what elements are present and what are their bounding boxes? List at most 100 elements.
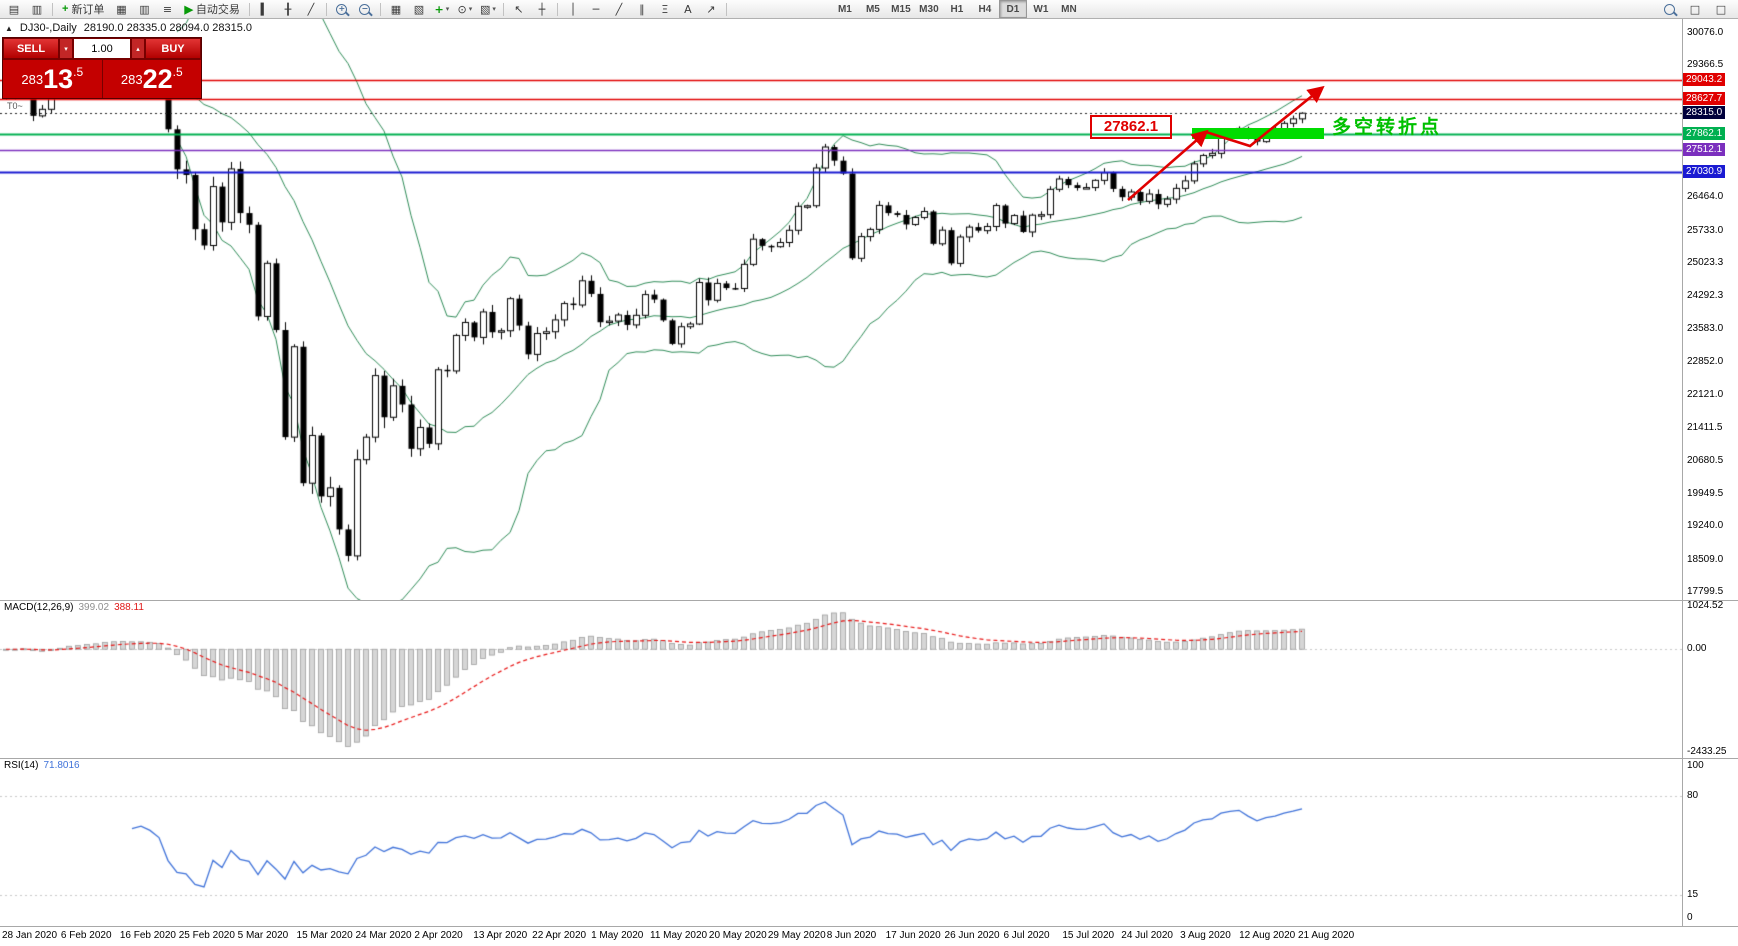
timeframe-w1[interactable]: W1 bbox=[1033, 3, 1049, 15]
rsi-tick: 80 bbox=[1687, 790, 1699, 802]
date-label: 21 Aug 2020 bbox=[1298, 930, 1355, 941]
crosshair-icon[interactable]: ┼ bbox=[538, 2, 546, 16]
cascade-windows-icon[interactable]: ▧ bbox=[413, 2, 425, 16]
turning-point-note[interactable]: 多空转折点 bbox=[1332, 117, 1443, 138]
search-icon[interactable] bbox=[1658, 1, 1680, 18]
price-level-label: 27512.1 bbox=[1683, 142, 1726, 156]
date-label: 15 Mar 2020 bbox=[296, 930, 353, 941]
date-label: 13 Apr 2020 bbox=[473, 930, 528, 941]
buy-price-digits: .5 bbox=[172, 65, 183, 79]
symbol-period-label: DJ30-,Daily bbox=[19, 22, 77, 34]
sell-button[interactable]: SELL bbox=[3, 38, 59, 59]
trendline-icon[interactable]: ╱ bbox=[615, 2, 623, 16]
rsi-tick: 0 bbox=[1687, 912, 1693, 923]
macd-signal-value: 388.11 bbox=[114, 602, 144, 613]
toolbar-separator bbox=[379, 2, 381, 16]
toolbar-separator bbox=[52, 2, 53, 16]
main-chart-canvas[interactable] bbox=[0, 19, 1682, 600]
macd-indicator-canvas[interactable] bbox=[0, 600, 1682, 758]
date-label: 11 May 2020 bbox=[650, 930, 708, 941]
buy-price-digits: 22 bbox=[142, 64, 173, 94]
timeframe-m1[interactable]: M1 bbox=[837, 3, 852, 15]
rsi-tick: 100 bbox=[1687, 760, 1704, 771]
price-tick: 30076.0 bbox=[1687, 27, 1724, 38]
zoom-out-icon[interactable]: − bbox=[354, 1, 376, 18]
timeframe-m15[interactable]: M15 bbox=[891, 3, 911, 15]
data-window-icon[interactable]: ▥ bbox=[139, 2, 150, 16]
templates-button[interactable]: ▧ ▾ bbox=[477, 1, 499, 18]
autotrading-label: 自动交易 bbox=[195, 4, 240, 16]
date-label: 24 Mar 2020 bbox=[355, 930, 412, 941]
autotrading-button[interactable]: ▶ 自动交易 bbox=[179, 1, 244, 18]
candlestick-chart-icon[interactable]: ╂ bbox=[284, 2, 292, 16]
zoom-in-icon[interactable]: + bbox=[331, 1, 353, 18]
chart-header: ▲ DJ30-,Daily 28190.0 28335.0 28094.0 28… bbox=[5, 22, 252, 34]
toolbar-separator bbox=[248, 2, 250, 16]
chevron-down-icon: ▾ bbox=[445, 5, 450, 13]
price-callout-box[interactable]: 27862.1 bbox=[1090, 115, 1172, 139]
line-chart-icon[interactable]: ╱ bbox=[307, 2, 315, 16]
price-tick: 22121.0 bbox=[1687, 389, 1724, 401]
timeframe-group: M1 M5 M15 M30 H1 H4 D1 W1 MN bbox=[831, 0, 1083, 18]
timeframe-mn[interactable]: MN bbox=[1061, 3, 1077, 15]
toolbar-separator bbox=[325, 2, 327, 16]
window-list-icon[interactable]: □ bbox=[1715, 2, 1727, 16]
fibonacci-icon[interactable]: Ξ bbox=[661, 2, 669, 16]
volume-increase-button[interactable]: ▴ bbox=[131, 38, 145, 59]
date-label: 3 Aug 2020 bbox=[1180, 930, 1231, 941]
timeframe-h1[interactable]: H1 bbox=[950, 3, 964, 15]
price-tick: 22852.0 bbox=[1687, 355, 1724, 367]
plus-icon: + bbox=[434, 2, 444, 16]
date-label: 15 Jul 2020 bbox=[1062, 930, 1115, 941]
pane-separator[interactable] bbox=[0, 600, 1738, 601]
price-level-label: 27030.9 bbox=[1683, 164, 1726, 178]
new-chart-icon[interactable]: ▤ bbox=[8, 2, 20, 16]
date-label: 25 Feb 2020 bbox=[178, 930, 235, 941]
trade-panel-controls: SELL ▾ ▴ BUY bbox=[3, 38, 201, 59]
volume-input[interactable] bbox=[73, 38, 131, 59]
periods-button[interactable]: ⊙ ▾ bbox=[454, 1, 476, 18]
rsi-indicator-canvas[interactable] bbox=[0, 758, 1682, 926]
date-label: 16 Feb 2020 bbox=[119, 930, 176, 941]
profiles-icon[interactable]: ▥ bbox=[31, 2, 43, 16]
date-label: 24 Jul 2020 bbox=[1121, 930, 1173, 941]
market-watch-icon[interactable]: ▦ bbox=[116, 2, 127, 16]
timeframe-h4[interactable]: H4 bbox=[978, 3, 992, 15]
price-axis-border bbox=[1682, 19, 1683, 926]
price-tick: 29366.5 bbox=[1687, 59, 1724, 71]
new-window-icon[interactable]: □ bbox=[1689, 2, 1701, 16]
cursor-icon[interactable]: ↖ bbox=[514, 2, 524, 16]
support-zone-rectangle[interactable] bbox=[1192, 128, 1324, 139]
indicators-button[interactable]: + ▾ bbox=[431, 1, 453, 18]
collapse-icon[interactable]: ▲ bbox=[5, 23, 13, 33]
bar-chart-icon[interactable]: ▍ bbox=[260, 2, 270, 16]
timeframe-m5[interactable]: M5 bbox=[865, 3, 880, 15]
channel-icon[interactable]: ∥ bbox=[639, 2, 645, 16]
arrows-tool-icon[interactable]: ↗ bbox=[706, 2, 716, 16]
magnifier-plus-icon: + bbox=[336, 3, 348, 15]
price-tick: 20680.5 bbox=[1687, 454, 1724, 466]
pane-separator[interactable] bbox=[0, 758, 1738, 759]
toolbar-separator bbox=[502, 2, 504, 16]
toolbar-separator bbox=[556, 2, 558, 16]
magnifier-minus-icon: − bbox=[359, 3, 371, 15]
navigator-icon[interactable]: ≡ bbox=[162, 2, 173, 16]
volume-decrease-button[interactable]: ▾ bbox=[59, 38, 73, 59]
sell-price[interactable]: 283 13.5 bbox=[3, 59, 102, 98]
macd-main-value: 399.02 bbox=[78, 602, 110, 613]
buy-button[interactable]: BUY bbox=[145, 38, 201, 59]
new-order-button[interactable]: + 新订单 bbox=[57, 1, 109, 18]
buy-price[interactable]: 283 22.5 bbox=[101, 59, 201, 98]
horizontal-line-icon[interactable]: ─ bbox=[592, 2, 600, 16]
timeframe-d1[interactable]: D1 bbox=[998, 0, 1027, 18]
price-tick: 17799.5 bbox=[1687, 586, 1724, 597]
price-tick: 18509.0 bbox=[1687, 553, 1724, 565]
vertical-line-icon[interactable]: │ bbox=[569, 2, 577, 16]
text-tool-icon[interactable]: A bbox=[684, 2, 692, 16]
price-level-label: 29043.2 bbox=[1683, 73, 1726, 87]
price-tick: 26464.0 bbox=[1687, 191, 1724, 203]
sell-price-digits: 13 bbox=[43, 64, 74, 94]
timeframe-m30[interactable]: M30 bbox=[919, 3, 939, 15]
current-price-label: 28315.0 bbox=[1683, 106, 1726, 120]
tile-windows-icon[interactable]: ▦ bbox=[390, 2, 402, 16]
